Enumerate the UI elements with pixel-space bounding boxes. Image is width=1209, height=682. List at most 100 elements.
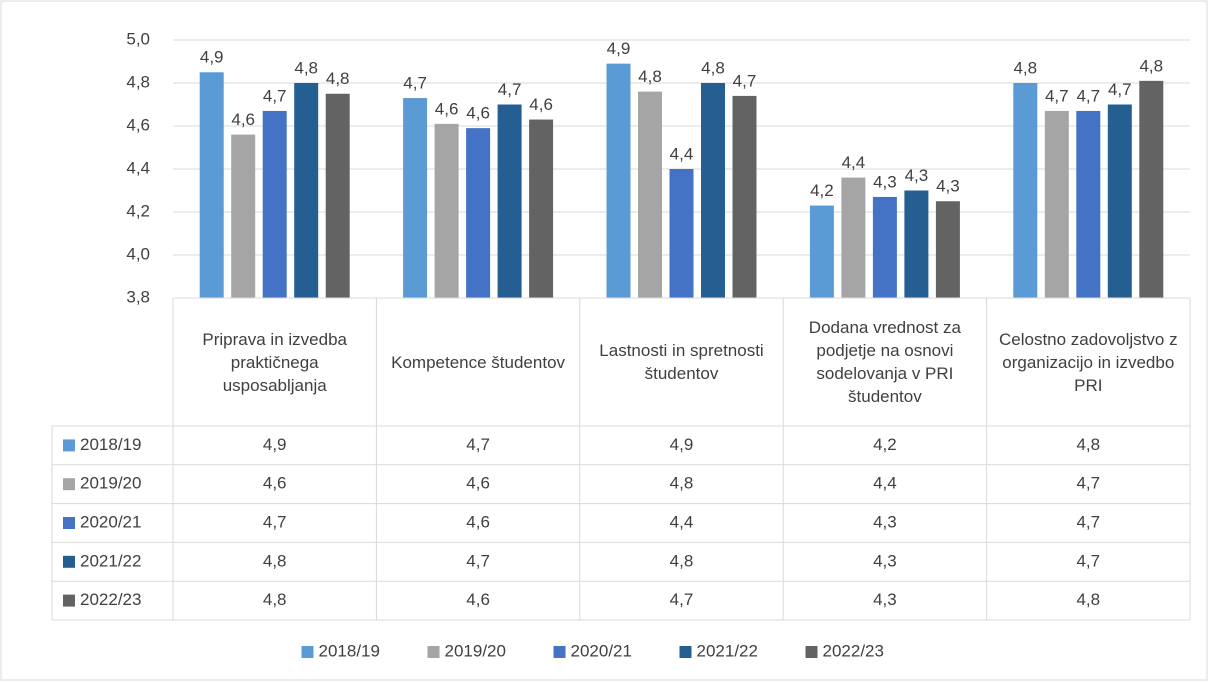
- y-tick-label: 4,6: [126, 115, 150, 134]
- table-cell: 4,9: [263, 435, 287, 454]
- value-label: 4,3: [905, 166, 929, 185]
- value-label: 4,3: [936, 177, 960, 196]
- category-label: Lastnosti in spretnosti študentov: [599, 341, 764, 383]
- table-cell: 4,8: [670, 474, 694, 493]
- value-label: 4,6: [529, 95, 553, 114]
- row-label: 2021/22: [80, 551, 141, 570]
- value-label: 4,8: [701, 58, 725, 77]
- legend-label: 2021/22: [697, 641, 758, 660]
- bar: [1107, 104, 1132, 298]
- bar: [809, 205, 834, 298]
- row-swatch: [63, 517, 75, 529]
- table-cell: 4,8: [1076, 590, 1100, 609]
- value-label: 4,7: [403, 74, 427, 93]
- bar: [872, 196, 897, 298]
- row-swatch: [63, 439, 75, 452]
- legend-swatch: [301, 646, 314, 658]
- legend-swatch: [427, 646, 440, 658]
- value-label: 4,8: [294, 58, 318, 77]
- bar: [1076, 110, 1101, 298]
- table-cell: 4,7: [1076, 551, 1100, 570]
- table-cell: 4,6: [466, 474, 490, 493]
- table-cell: 4,6: [466, 512, 490, 531]
- table-cell: 4,6: [263, 474, 287, 493]
- value-label: 4,8: [1139, 56, 1163, 75]
- table-cell: 4,7: [263, 512, 287, 531]
- row-label: 2022/23: [80, 590, 141, 609]
- row-label: 2018/19: [80, 435, 141, 454]
- bar: [935, 201, 960, 298]
- value-label: 4,7: [263, 86, 287, 105]
- value-label: 4,7: [733, 71, 757, 90]
- value-label: 4,6: [435, 99, 459, 118]
- bar: [262, 110, 287, 298]
- bar: [497, 104, 522, 298]
- bar: [434, 123, 459, 298]
- table-cell: 4,3: [873, 590, 897, 609]
- value-label: 4,8: [1013, 58, 1037, 77]
- bar: [403, 98, 428, 298]
- table-cell: 4,7: [1076, 474, 1100, 493]
- value-label: 4,8: [326, 69, 350, 88]
- table-cell: 4,3: [873, 512, 897, 531]
- bar: [529, 119, 554, 298]
- legend-label: 2022/23: [823, 641, 884, 660]
- legend-label: 2019/20: [445, 641, 506, 660]
- value-label: 4,4: [670, 144, 694, 163]
- value-label: 4,9: [200, 48, 224, 67]
- bar: [466, 128, 491, 298]
- y-tick-label: 4,2: [126, 201, 150, 220]
- category-label: Dodana vrednost za podjetje na osnovi so…: [808, 318, 961, 406]
- table-cell: 4,7: [466, 551, 490, 570]
- table-cell: 4,7: [466, 435, 490, 454]
- y-tick-label: 4,0: [126, 244, 150, 263]
- category-label: Celostno zadovoljstvo z organizacijo in …: [998, 329, 1178, 395]
- table-cell: 4,4: [873, 474, 897, 493]
- row-label: 2019/20: [80, 474, 141, 493]
- row-label: 2020/21: [80, 512, 141, 531]
- bar: [325, 93, 350, 298]
- value-label: 4,7: [1076, 86, 1100, 105]
- value-label: 4,8: [638, 67, 662, 86]
- value-label: 4,3: [873, 172, 897, 191]
- bar: [294, 83, 319, 298]
- y-tick-label: 4,8: [126, 72, 150, 91]
- row-swatch: [63, 594, 75, 607]
- table-cell: 4,8: [670, 551, 694, 570]
- table-cell: 4,7: [1076, 512, 1100, 531]
- table-cell: 4,2: [873, 435, 897, 454]
- table-cell: 4,8: [1076, 435, 1100, 454]
- y-tick-label: 5,0: [126, 29, 150, 48]
- bar: [841, 177, 866, 298]
- value-label: 4,2: [810, 181, 834, 200]
- value-label: 4,4: [842, 153, 866, 172]
- table-cell: 4,4: [670, 512, 694, 531]
- value-label: 4,7: [498, 80, 522, 99]
- bar: [1139, 80, 1164, 298]
- value-label: 4,9: [607, 39, 631, 58]
- row-swatch: [63, 478, 75, 491]
- bar: [606, 63, 631, 299]
- bar: [1013, 83, 1038, 298]
- table-cell: 4,9: [670, 435, 694, 454]
- bar: [199, 72, 224, 298]
- value-label: 4,7: [1045, 86, 1069, 105]
- legend-label: 2018/19: [319, 641, 380, 660]
- bar: [904, 190, 929, 298]
- value-label: 4,6: [466, 104, 490, 123]
- table-cell: 4,6: [466, 590, 490, 609]
- table-cell: 4,8: [263, 551, 287, 570]
- y-tick-label: 4,4: [126, 158, 150, 177]
- value-label: 4,6: [231, 110, 255, 129]
- bar: [732, 95, 757, 299]
- category-label: Kompetence študentov: [391, 352, 566, 372]
- legend-swatch: [553, 646, 566, 658]
- table-cell: 4,7: [670, 590, 694, 609]
- row-swatch: [63, 555, 75, 568]
- table-cell: 4,8: [263, 590, 287, 609]
- bar: [1044, 110, 1069, 298]
- legend-swatch: [679, 646, 692, 658]
- value-label: 4,7: [1108, 80, 1132, 99]
